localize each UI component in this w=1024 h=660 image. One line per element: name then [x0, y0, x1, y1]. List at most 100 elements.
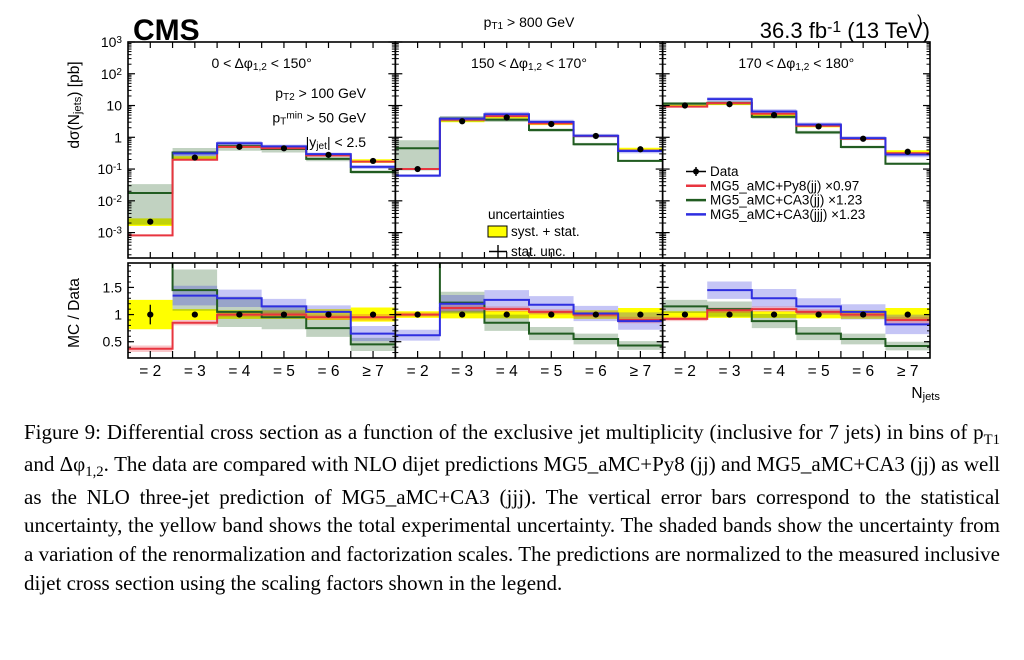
- ratio-tick-label: 1.5: [103, 279, 123, 295]
- panel-1-ratio-plot: [128, 263, 396, 353]
- uncertainty-legend-title: uncertainties: [488, 207, 565, 222]
- data-point: [459, 118, 466, 125]
- panel-2-label: 150 < Δφ1,2 < 170°: [471, 55, 587, 73]
- ratio-data-point: [770, 311, 778, 318]
- scale-band-ratio-py8: [395, 305, 663, 324]
- page-edge-artifact: ): [917, 13, 922, 30]
- ratio-ca3jj: [438, 263, 663, 347]
- ratio-data-point: [459, 311, 466, 318]
- data-point: [726, 101, 733, 108]
- data-point: [236, 143, 243, 150]
- ratio-data-point: [904, 311, 911, 318]
- ratio-data-point: [325, 311, 332, 318]
- ratio-data-point: [369, 311, 377, 318]
- experiment-label: CMS: [133, 14, 200, 47]
- x-bin-label: = 3: [184, 363, 206, 380]
- stat-legend-label: stat. unc.: [511, 244, 566, 259]
- ratio-data-point: [860, 311, 867, 318]
- ratio-data-point: [815, 311, 822, 318]
- y-tick-label: 10-2: [97, 193, 122, 209]
- panel-3-ratio-frame: [661, 262, 931, 359]
- scale-band-ca3jj: [128, 142, 396, 225]
- data-point: [637, 146, 644, 153]
- y-tick-label: 10: [106, 98, 122, 114]
- selection-annotation: |yjet| < 2.5: [306, 134, 367, 152]
- y-tick-label: 102: [101, 66, 123, 82]
- x-bin-label: = 2: [674, 363, 696, 380]
- figure-caption: Figure 9: Differential cross section as …: [24, 420, 1000, 595]
- data-point: [860, 135, 867, 142]
- panel-3-main-frame: [661, 41, 931, 259]
- x-bin-label: = 3: [451, 363, 473, 380]
- panel-2-main-plot: [395, 111, 663, 178]
- x-bin-label: ≥ 7: [630, 363, 651, 380]
- ratio-axis-title: MC / Data: [66, 278, 83, 348]
- x-bin-label: = 3: [719, 363, 741, 380]
- histogram-ca3jjj: [395, 113, 663, 177]
- x-axis-title: Njets: [911, 385, 940, 403]
- physics-figure: 0 < Δφ1,2 < 150° = 2 = 3 = 4 = 5 = 6 ≥ 7 150 < …: [66, 13, 940, 403]
- x-bin-label: = 2: [407, 363, 429, 380]
- data-point: [147, 218, 154, 225]
- x-bin-label: = 5: [273, 363, 295, 380]
- panel-1-label: 0 < Δφ1,2 < 150°: [211, 55, 311, 73]
- ratio-ca3jjj: [395, 298, 663, 337]
- selection-annotation: pTmin > 50 GeV: [272, 110, 366, 128]
- ratio-ca3jj: [662, 305, 930, 348]
- legend-label-ca3jj: MG5_aMC+CA3(jj) ×1.23: [710, 193, 862, 208]
- ratio-data-point: [681, 311, 689, 318]
- x-bin-label: = 5: [808, 363, 830, 380]
- selection-label: pT1 > 800 GeV: [484, 14, 575, 32]
- data-point: [280, 145, 288, 152]
- syst-band-ratio: [395, 308, 663, 322]
- y-axis-title: dσ(Njets) [pb]: [66, 61, 84, 148]
- panel-3-ratio-plot: [662, 281, 930, 351]
- uncertainty-legend: uncertainties syst. + stat. stat. unc.: [487, 207, 580, 259]
- luminosity-label: 36.3 fb-1 (13 TeV): [760, 18, 930, 43]
- data-point: [369, 157, 377, 165]
- ratio-data-point: [592, 311, 599, 318]
- x-bin-label: = 6: [585, 363, 607, 380]
- legend-label-data: Data: [710, 164, 739, 179]
- x-bin-label: = 2: [139, 363, 161, 380]
- ratio-tick-label: 1: [114, 307, 122, 323]
- panel-3-label: 170 < Δφ1,2 < 180°: [738, 55, 854, 73]
- ratio-data-point: [548, 311, 555, 318]
- y-tick-label: 10-1: [97, 161, 122, 177]
- x-bin-label: = 4: [763, 363, 785, 380]
- data-point: [815, 123, 822, 130]
- data-point: [548, 121, 555, 128]
- data-point: [770, 111, 778, 119]
- data-point: [904, 148, 911, 155]
- selection-annotation: pT2 > 100 GeV: [275, 85, 366, 103]
- ratio-data-point: [236, 311, 243, 318]
- data-point: [325, 151, 332, 158]
- ratio-data-point: [280, 311, 288, 318]
- ratio-data-point: [191, 311, 198, 318]
- ratio-data-point: [414, 311, 421, 318]
- ratio-ca3jjj: [172, 294, 396, 335]
- data-point: [414, 165, 421, 173]
- ratio-data-point: [147, 311, 154, 318]
- panel-1-main-plot: [128, 141, 396, 237]
- x-bin-label: = 5: [540, 363, 562, 380]
- data-point: [503, 114, 510, 121]
- y-tick-label: 1: [114, 129, 122, 145]
- caption-block: Figure 9: Differential cross section as …: [0, 408, 1024, 598]
- ratio-ca3jjj: [707, 289, 930, 326]
- legend-label-py8: MG5_aMC+Py8(jj) ×0.97: [710, 178, 859, 193]
- panel-1-ticks: [128, 41, 396, 358]
- scale-band-ratio-ca3jj: [439, 263, 663, 350]
- scale-band-ratio-ca3jjj: [707, 281, 930, 335]
- legend-data-marker: [693, 168, 699, 175]
- data-point: [191, 154, 198, 161]
- y-tick-label: 10-3: [97, 225, 122, 241]
- panel-3-main-plot: [662, 97, 930, 165]
- ratio-data-point: [637, 311, 644, 318]
- data-point: [592, 132, 599, 140]
- ratio-data-point: [503, 311, 510, 318]
- panel-2-ratio-plot: [395, 263, 663, 350]
- x-bin-label: = 4: [228, 363, 250, 380]
